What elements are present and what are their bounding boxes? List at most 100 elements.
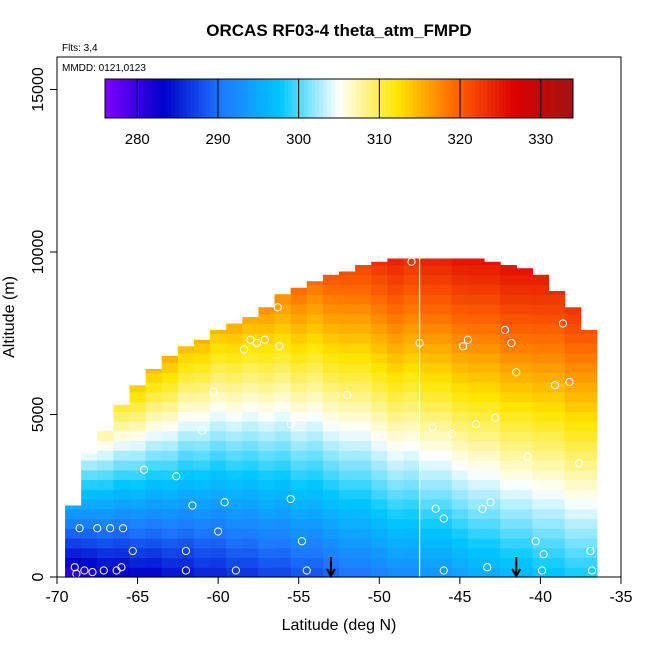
- field-cell: [290, 557, 308, 568]
- colorbar-segment: [487, 79, 492, 118]
- field-cell: [532, 440, 550, 451]
- colorbar-segment: [495, 79, 500, 118]
- field-cell: [516, 362, 533, 373]
- field-cell: [290, 479, 308, 490]
- colorbar-segment: [323, 79, 328, 118]
- field-cell: [306, 440, 324, 451]
- field-cell: [355, 518, 372, 529]
- field-cell: [500, 333, 517, 344]
- field-cell: [371, 460, 388, 471]
- field-cell: [274, 430, 292, 442]
- sample-point: [610, 325, 619, 335]
- field-cell: [210, 518, 227, 529]
- field-cell: [322, 518, 340, 529]
- field-cell: [564, 323, 582, 334]
- field-cell: [435, 469, 453, 481]
- field-cell: [467, 411, 485, 422]
- colorbar-segment: [502, 79, 508, 118]
- colorbar-segment: [553, 79, 558, 118]
- field-cell: [532, 469, 550, 481]
- colorbar-segment: [284, 79, 289, 118]
- field-cell: [161, 547, 179, 559]
- field-cell: [339, 547, 356, 559]
- field-cell: [500, 391, 517, 403]
- field-cell: [435, 518, 453, 529]
- colorbar-segment: [557, 79, 562, 118]
- field-cell: [516, 304, 533, 315]
- field-cell: [371, 479, 388, 490]
- field-cell: [451, 421, 469, 432]
- field-cell: [306, 508, 324, 520]
- field-cell: [290, 567, 308, 578]
- down-arrow-marker: [511, 557, 522, 579]
- field-cell: [226, 460, 243, 471]
- colorbar-segment: [428, 79, 434, 118]
- field-cell: [81, 499, 98, 510]
- colorbar-segment: [385, 79, 391, 118]
- sample-point: [428, 423, 437, 432]
- field-cell: [419, 489, 437, 500]
- field-cell: [532, 391, 550, 403]
- field-cell: [500, 284, 517, 295]
- field-cell: [484, 538, 501, 549]
- field-cell: [193, 567, 211, 578]
- field-cell: [387, 430, 405, 442]
- field-cell: [548, 352, 566, 364]
- field-cell: [242, 343, 260, 354]
- field-cell: [500, 274, 517, 286]
- field-cell: [403, 528, 421, 539]
- field-cell: [435, 528, 453, 539]
- colorbar-segment: [381, 79, 387, 118]
- colorbar-segment: [569, 79, 574, 118]
- field-cell: [484, 508, 501, 520]
- field-cell: [580, 518, 598, 529]
- colorbar-segment: [545, 79, 551, 118]
- field-cell: [81, 453, 98, 461]
- field-cell: [177, 460, 195, 471]
- field-cell: [242, 372, 260, 383]
- colorbar: 280 290 300 310 320 330: [104, 78, 574, 148]
- field-cell: [371, 469, 388, 481]
- field-cell: [580, 489, 598, 500]
- field-cell: [548, 489, 566, 500]
- field-cell: [145, 499, 163, 510]
- field-cell: [355, 538, 372, 549]
- field-cell: [274, 547, 292, 559]
- field-cell: [161, 430, 179, 442]
- field-cell: [81, 538, 98, 549]
- field-cell: [161, 528, 179, 539]
- field-cell: [322, 460, 340, 471]
- field-cell: [435, 258, 453, 266]
- y-tick-label: 0: [30, 572, 47, 581]
- field-cell: [290, 287, 308, 295]
- field-cell: [339, 460, 356, 471]
- field-cell: [210, 411, 227, 422]
- field-cell: [274, 508, 292, 520]
- field-cell: [129, 499, 147, 510]
- field-cell: [274, 567, 292, 578]
- field-cell: [532, 489, 550, 500]
- field-cell: [97, 518, 114, 529]
- field-cell: [467, 440, 485, 451]
- field-cell: [548, 557, 566, 568]
- field-cell: [564, 567, 582, 578]
- field-cell: [548, 460, 566, 471]
- field-cell: [467, 372, 485, 383]
- field-cell: [403, 450, 421, 461]
- field-cell: [306, 469, 324, 481]
- field-cell: [516, 411, 533, 422]
- field-cell: [258, 391, 276, 403]
- field-cell: [467, 538, 485, 549]
- field-cell: [306, 391, 324, 403]
- sample-point: [407, 257, 416, 266]
- colorbar-segment: [276, 79, 281, 118]
- field-cell: [274, 401, 292, 412]
- field-cell: [516, 489, 533, 500]
- field-cell: [451, 362, 469, 373]
- field-cell: [145, 421, 163, 432]
- field-cell: [210, 489, 227, 500]
- field-cell: [242, 333, 260, 344]
- field-cell: [564, 440, 582, 451]
- colorbar-segment: [366, 79, 371, 118]
